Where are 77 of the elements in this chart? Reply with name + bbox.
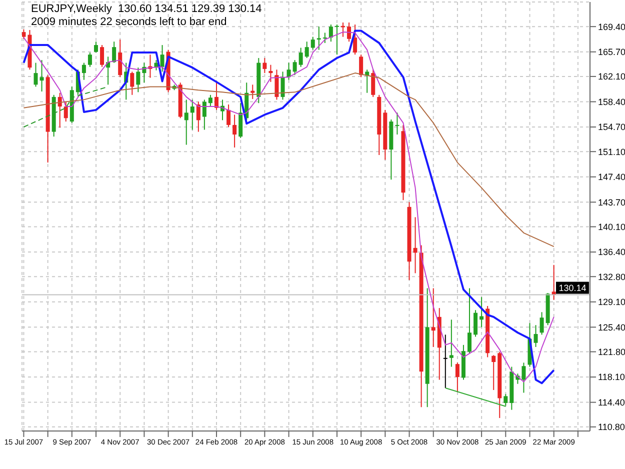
y-tick-label: 165.70 <box>598 47 625 58</box>
annotation: EURJPY,Weekly 130.60 134.51 129.39 130.14 <box>31 3 262 16</box>
candlestick <box>136 67 140 93</box>
y-tick-label: 162.10 <box>598 72 625 82</box>
candlestick <box>504 394 508 406</box>
annotation: 2009 minutes 22 seconds left to bar end <box>31 16 228 29</box>
candlestick <box>347 22 352 42</box>
candlestick <box>94 41 98 54</box>
candlestick <box>292 60 297 76</box>
y-tick-label: 151.10 <box>598 146 625 157</box>
candlestick <box>112 41 116 64</box>
candlestick <box>160 44 164 72</box>
y-tick-label: 121.80 <box>598 346 625 357</box>
candlestick <box>449 319 454 368</box>
candlestick <box>202 99 206 130</box>
candlestick <box>474 310 478 338</box>
candlestick <box>232 114 237 148</box>
candlestick <box>130 71 134 96</box>
candlestick <box>208 94 212 108</box>
candlestick <box>334 24 339 56</box>
candlestick <box>540 312 544 336</box>
candlestick <box>40 60 44 92</box>
candlestick <box>22 28 26 40</box>
candlestick <box>310 36 315 50</box>
candlestick <box>184 99 188 146</box>
y-tick-label: 154.70 <box>598 122 625 132</box>
candlestick <box>534 324 538 348</box>
candlestick <box>455 362 460 393</box>
y-tick-label: 158.40 <box>598 96 625 107</box>
candlestick <box>262 58 267 74</box>
candlestick <box>468 288 472 354</box>
candlestick <box>214 82 218 110</box>
candlestick <box>304 41 309 59</box>
candlestick <box>190 99 194 130</box>
candlestick <box>100 44 104 68</box>
y-tick-label: 143.70 <box>598 197 625 208</box>
candlestick <box>280 71 285 100</box>
y-tick-label: 169.40 <box>598 22 625 32</box>
y-tick-label: 118.10 <box>598 372 625 382</box>
candlestick <box>522 362 526 394</box>
y-tick-label: 129.10 <box>598 297 625 308</box>
candlestick <box>82 62 86 80</box>
candlestick <box>359 54 364 78</box>
candlestick <box>371 69 376 98</box>
candlestick <box>34 62 38 88</box>
candlestick <box>552 264 556 300</box>
candlestick <box>196 101 200 132</box>
candlestick <box>316 26 321 50</box>
candlestick <box>492 354 496 391</box>
candlestick <box>480 296 484 328</box>
candlestick <box>64 101 68 122</box>
candlestick <box>328 24 333 42</box>
candlestick <box>88 52 92 68</box>
y-tick-label: 147.40 <box>598 172 625 182</box>
y-tick-label: 132.80 <box>598 272 625 282</box>
candlestick <box>443 334 448 388</box>
candlestick <box>353 24 358 56</box>
y-tick-label: 110.80 <box>598 422 625 432</box>
y-tick-label: 125.40 <box>598 322 625 332</box>
candlestick <box>226 104 231 128</box>
candlestick <box>322 32 327 44</box>
candlestick <box>286 62 291 80</box>
candlestick <box>340 22 345 38</box>
candlestick <box>298 47 303 68</box>
candlestick <box>118 39 122 78</box>
ref-line-label: 130.14 <box>558 282 586 293</box>
y-tick-label: 136.40 <box>598 247 625 258</box>
candlestick <box>395 112 400 136</box>
candlestick <box>268 64 273 82</box>
candlestick <box>250 84 255 100</box>
candlestick <box>431 288 436 348</box>
candlestick <box>413 216 418 274</box>
candlestick <box>274 69 279 100</box>
line-series <box>23 72 554 248</box>
y-tick-label: 114.40 <box>598 398 625 408</box>
y-tick-label: 140.10 <box>598 222 625 232</box>
candlestick <box>238 102 243 138</box>
